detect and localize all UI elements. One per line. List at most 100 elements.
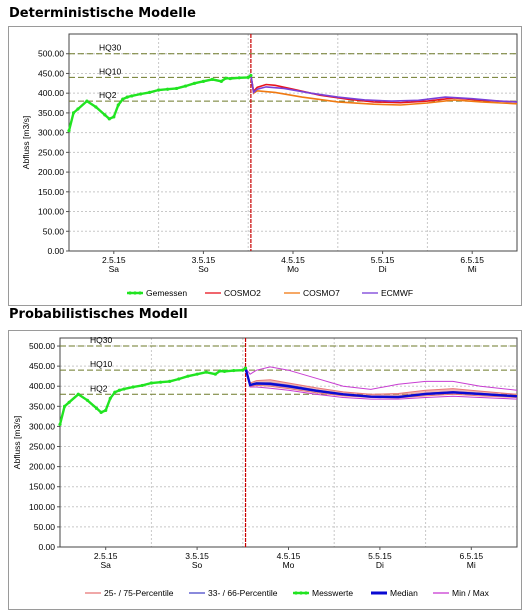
chart1-ytick-label: 400.00 xyxy=(29,381,55,391)
chart0-ylabel: Abfluss [m3/s] xyxy=(21,116,31,169)
probabilistic-section-title: Probabilistisches Modell xyxy=(9,307,188,322)
chart0-threshold-label: HQ30 xyxy=(99,43,121,53)
chart1-ytick-label: 350.00 xyxy=(29,401,55,411)
deterministic-chart: 0.00 50.00 100.00 150.00 200.00 250.00 300.00 3… xyxy=(21,33,518,298)
series-gemessen-line-point xyxy=(121,97,125,101)
legend-entry: 25- / 75-Percentile xyxy=(85,588,174,598)
line-75-percentile xyxy=(245,367,518,395)
chart1-ylabel: Abfluss [m3/s] xyxy=(12,416,22,469)
series-gemessen-line-point xyxy=(107,117,111,121)
legend-entry: Messwerte xyxy=(293,588,353,598)
legend-label: COSMO7 xyxy=(303,288,340,298)
legend-label: Gemessen xyxy=(146,288,187,298)
series-messwerte-line-point xyxy=(94,406,99,410)
series-messwerte-line-point xyxy=(177,377,181,381)
line-max xyxy=(245,366,518,391)
chart1-xtick-date: 2.5.15 xyxy=(94,551,118,561)
chart0-xtick-day: So xyxy=(198,264,209,274)
chart0-xtick-day: Sa xyxy=(109,264,120,274)
chart0-ytick-label: 100.00 xyxy=(38,207,64,217)
series-messwerte-line-point xyxy=(195,372,199,376)
series-messwerte-line-point xyxy=(204,370,208,374)
series-gemessen-line-point xyxy=(228,76,232,81)
series-messwerte-line xyxy=(58,367,247,425)
legend-label: COSMO2 xyxy=(224,288,261,298)
chart0-threshold-label: HQ10 xyxy=(99,66,121,76)
series-messwerte-line-point xyxy=(117,388,122,392)
series-messwerte-line-point xyxy=(186,374,190,378)
series-messwerte-line-point xyxy=(62,404,67,408)
series-messwerte-line-point xyxy=(113,390,117,394)
series-messwerte-line-point xyxy=(76,392,80,396)
chart1-xtick-date: 3.5.15 xyxy=(185,551,209,561)
chart1-xtick-date: 4.5.15 xyxy=(277,551,301,561)
chart1-plot-frame xyxy=(59,337,518,548)
series-cosmo7-line xyxy=(250,75,518,106)
chart0-ytick-label: 350.00 xyxy=(38,108,64,118)
legend-label: Messwerte xyxy=(312,588,353,598)
legend-label: 25- / 75-Percentile xyxy=(104,588,174,598)
series-gemessen-line-point xyxy=(201,79,205,83)
series-gemessen-line-point xyxy=(94,105,98,109)
chart0-xtick-date: 6.5.15 xyxy=(460,255,484,265)
series-gemessen-line-point xyxy=(249,73,253,78)
series-messwerte-line-point xyxy=(218,369,222,373)
deterministic-chart-panel: 0.00 50.00 100.00 150.00 200.00 250.00 300.00 3… xyxy=(8,26,522,306)
series-gemessen-line-point xyxy=(219,79,223,83)
chart0-xtick-day: Mo xyxy=(287,264,299,274)
legend-entry: COSMO2 xyxy=(205,288,261,298)
line-25-percentile xyxy=(245,367,518,399)
series-gemessen-line-point xyxy=(67,129,71,133)
legend-swatch-dot xyxy=(299,591,303,595)
series-gemessen-line xyxy=(67,74,252,131)
legend-entry: Gemessen xyxy=(127,288,187,298)
series-gemessen-line-point xyxy=(165,87,170,91)
series-messwerte-line-point xyxy=(67,400,71,404)
series-gemessen-line-point xyxy=(237,76,241,80)
series-messwerte-line-point xyxy=(158,380,163,384)
series-messwerte-line-point xyxy=(108,396,112,400)
series-gemessen-line-point xyxy=(125,95,129,99)
chart1-xtick-day: Sa xyxy=(100,560,111,570)
chart1-threshold-label: HQ10 xyxy=(90,359,112,369)
series-gemessen-line-point xyxy=(246,75,250,79)
legend-swatch-dot xyxy=(294,591,298,595)
chart0-threshold-label: HQ2 xyxy=(99,90,117,100)
chart1-xtick-day: Mo xyxy=(283,560,295,570)
series-messwerte-line-point xyxy=(232,368,236,373)
chart0-ytick-label: 200.00 xyxy=(38,167,64,177)
chart1-ytick-label: 500.00 xyxy=(29,341,55,351)
chart1-xtick-day: So xyxy=(192,560,203,570)
chart0-xtick-day: Mi xyxy=(468,264,477,274)
chart0-xtick-date: 4.5.15 xyxy=(281,255,305,265)
series-gemessen-line-point xyxy=(76,107,80,111)
series-messwerte-line-point xyxy=(122,387,126,391)
legend-swatch-dot xyxy=(138,291,142,295)
series-messwerte-line-point xyxy=(241,368,245,372)
legend-entry: Min / Max xyxy=(433,588,490,598)
series-gemessen-line-point xyxy=(139,92,143,96)
legend-label: Min / Max xyxy=(452,588,490,598)
chart0-xtick-date: 3.5.15 xyxy=(192,255,216,265)
series-gemessen-line-point xyxy=(85,99,89,103)
chart1-ytick-label: 150.00 xyxy=(29,482,55,492)
series-gemessen-line-point xyxy=(224,76,228,80)
series-messwerte-line-point xyxy=(85,398,90,402)
legend-entry: COSMO7 xyxy=(284,288,340,298)
series-messwerte-line-point xyxy=(104,408,108,412)
series-gemessen-line-point xyxy=(112,115,116,119)
chart1-threshold-label: HQ30 xyxy=(90,335,112,345)
chart1-ytick-label: 250.00 xyxy=(29,442,55,452)
probabilistic-chart-panel: 0.00 50.00 100.00 150.00 200.00 250.00 300.00 3… xyxy=(8,330,522,610)
chart0-xtick-date: 2.5.15 xyxy=(102,255,126,265)
legend-entry: Median xyxy=(371,588,418,598)
chart1-xtick-day: Di xyxy=(376,560,384,570)
series-messwerte-line-point xyxy=(168,379,172,384)
legend-label: 33- / 66-Percentile xyxy=(208,588,278,598)
legend-label: Median xyxy=(390,588,418,598)
chart0-ytick-label: 400.00 xyxy=(38,88,64,98)
series-messwerte-line-point xyxy=(149,381,153,385)
series-messwerte-line-point xyxy=(222,369,227,373)
series-messwerte-line-point xyxy=(243,366,248,370)
series-ecmwf-line xyxy=(250,75,518,103)
